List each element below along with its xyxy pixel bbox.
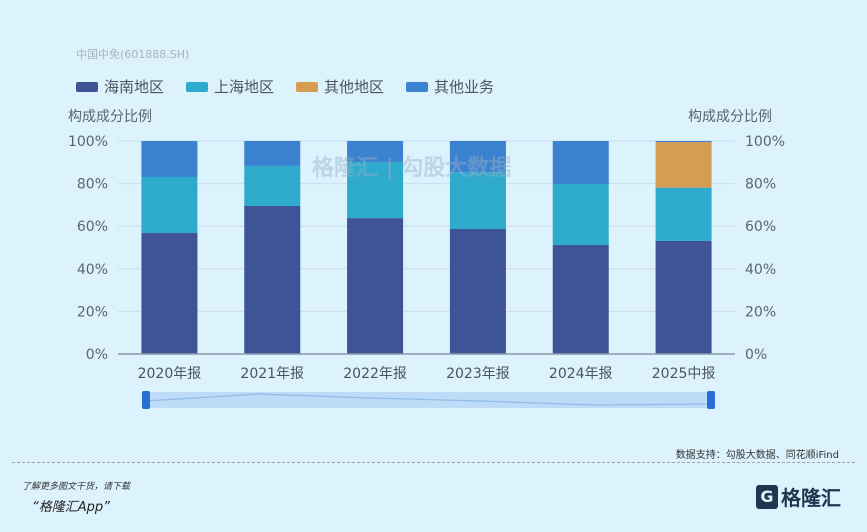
bar-segment (141, 233, 198, 354)
bar-segment (141, 141, 198, 177)
legend-label: 其他地区 (324, 78, 385, 96)
x-tick-label: 2023年报 (446, 366, 510, 382)
bar-segment (449, 228, 506, 354)
y-tick-label-right: 40% (745, 262, 776, 278)
divider (12, 462, 855, 463)
y-tick-label-left: 0% (86, 347, 108, 363)
brand-logo: G 格隆汇 (756, 482, 841, 511)
legend-label: 其他业务 (434, 78, 495, 96)
zoom-slider-preview (145, 393, 712, 406)
legend: 海南地区 上海地区 其他地区 其他业务 (76, 76, 494, 97)
bar-segment (244, 165, 301, 206)
bar-segment (244, 141, 301, 166)
chart-subtitle: 中国中免(601888.SH) (76, 48, 190, 61)
y-tick-label-left: 20% (77, 304, 108, 320)
x-tick-label: 2024年报 (549, 366, 613, 382)
bar-segment (347, 162, 404, 219)
bar-segment (655, 142, 712, 188)
bar-segment (552, 184, 609, 245)
y-axis-title-right: 构成成分比例 (688, 109, 772, 125)
bar-segment (347, 141, 404, 163)
legend-swatch (406, 81, 429, 92)
y-tick-label-left: 100% (68, 134, 108, 150)
bar-segment (552, 141, 609, 185)
legend-swatch (76, 81, 98, 92)
bar-segment (449, 172, 506, 229)
watermark: 格隆汇 | 勾股大数据 (312, 156, 512, 181)
legend-item[interactable]: 其他地区 (296, 76, 384, 97)
bar-segment (552, 244, 609, 354)
y-tick-label-right: 20% (745, 304, 776, 320)
watermark-source: 勾股大数据 (401, 156, 512, 181)
bar-segment (449, 141, 506, 173)
bar-segment (347, 218, 404, 354)
y-tick-label-left: 60% (77, 219, 108, 235)
legend-label: 海南地区 (104, 78, 165, 96)
y-tick-label-right: 0% (745, 347, 767, 363)
data-source: 数据支持：勾股大数据、同花顺iFind (675, 450, 839, 461)
y-axis-title-left: 构成成分比例 (68, 109, 152, 125)
legend-item[interactable]: 其他业务 (406, 76, 494, 97)
zoom-handle-left[interactable] (142, 391, 150, 409)
x-tick-label: 2020年报 (138, 366, 202, 382)
x-tick-label: 2022年报 (343, 366, 407, 382)
bar-segment (244, 205, 301, 354)
logo-g-icon: G (756, 484, 778, 509)
legend-item[interactable]: 海南地区 (76, 76, 164, 97)
x-tick-label: 2021年报 (240, 366, 304, 382)
legend-label: 上海地区 (214, 78, 275, 96)
bar-segment (655, 240, 712, 354)
promo-line-2: “格隆汇App” (32, 500, 110, 515)
legend-swatch (296, 81, 319, 92)
bar-segment (141, 176, 198, 234)
promo-line-1: 了解更多图文干货，请下载 (22, 482, 131, 492)
legend-item[interactable]: 上海地区 (186, 76, 274, 97)
y-tick-label-left: 40% (77, 262, 108, 278)
y-tick-label-right: 100% (745, 134, 785, 150)
bar-segment (655, 141, 712, 143)
stacked-bar-chart: 0% 0% 20% 20% 40% 40% 60% 60% 80% 80% 100% 100% 2020… (68, 134, 785, 409)
watermark-brand: 格隆汇 (312, 156, 379, 181)
legend-swatch (186, 81, 209, 92)
logo-text: 格隆汇 (781, 486, 841, 510)
y-tick-label-right: 80% (745, 177, 776, 193)
y-tick-label-right: 60% (745, 219, 776, 235)
zoom-handle-right[interactable] (707, 391, 715, 409)
bar-segment (655, 187, 712, 241)
y-tick-label-left: 80% (77, 177, 108, 193)
x-tick-label: 2025中报 (652, 366, 716, 382)
